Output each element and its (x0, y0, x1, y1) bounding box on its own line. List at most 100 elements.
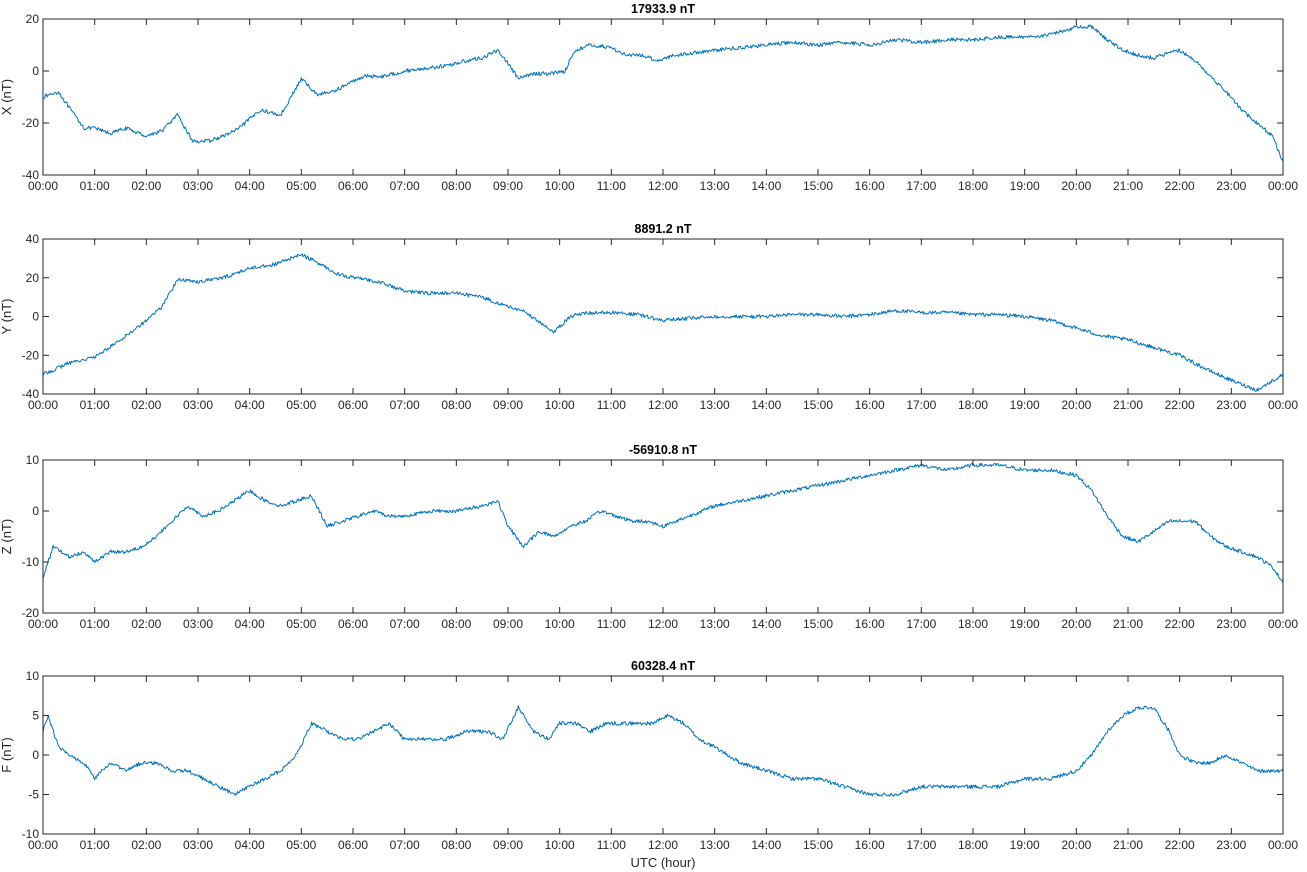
x-tick-label: 04:00 (235, 617, 265, 631)
panel-title: 17933.9 nT (631, 2, 695, 16)
x-tick-label: 06:00 (338, 838, 368, 852)
x-tick-label: 22:00 (1165, 398, 1195, 412)
x-tick-label: 16:00 (855, 398, 885, 412)
x-tick-label: 10:00 (545, 838, 575, 852)
x-tick-label: 17:00 (906, 617, 936, 631)
y-tick-label: 20 (26, 12, 40, 26)
panel-z: -56910.8 nT 00:00 01:00 02:00 03:00 04:00 05:0… (0, 443, 1298, 631)
x-tick-label: 20:00 (1061, 617, 1091, 631)
x-tick-label: 15:00 (803, 838, 833, 852)
x-tick-label: 14:00 (751, 179, 781, 193)
panel-title: 60328.4 nT (631, 659, 695, 673)
x-tick-label: 00:00 (1268, 838, 1298, 852)
x-tick-label: 18:00 (958, 179, 988, 193)
x-tick-label: 03:00 (183, 398, 213, 412)
axes-box (42, 459, 1284, 614)
x-tick-label: 13:00 (700, 617, 730, 631)
series-line (43, 24, 1283, 163)
panel-f: 60328.4 nT 00:00 01:00 02:00 03:00 04:00 05:00… (0, 659, 1298, 870)
x-tick-label: 12:00 (648, 838, 678, 852)
x-tick-label: 10:00 (545, 179, 575, 193)
x-tick-label: 07:00 (390, 617, 420, 631)
x-tick-label: 03:00 (183, 838, 213, 852)
x-tick-label: 21:00 (1113, 838, 1143, 852)
x-tick-label: 07:00 (390, 398, 420, 412)
x-tick-label: 18:00 (958, 617, 988, 631)
x-tick-label: 09:00 (493, 617, 523, 631)
x-tick-label: 02:00 (131, 838, 161, 852)
panel-title: -56910.8 nT (629, 443, 697, 457)
x-tick-label: 20:00 (1061, 398, 1091, 412)
x-tick-label: 10:00 (545, 617, 575, 631)
x-tick-label: 16:00 (855, 617, 885, 631)
x-tick-label: 04:00 (235, 838, 265, 852)
x-tick-label: 22:00 (1165, 838, 1195, 852)
y-axis-label: Y (nT) (0, 299, 14, 335)
x-tick-label: 13:00 (700, 398, 730, 412)
y-tick-label: 0 (32, 504, 39, 518)
x-tick-label: 13:00 (700, 179, 730, 193)
x-tick-label: 22:00 (1165, 617, 1195, 631)
x-tick-label: 03:00 (183, 617, 213, 631)
x-tick-label: 21:00 (1113, 179, 1143, 193)
x-tick-label: 17:00 (906, 179, 936, 193)
axes-box (42, 18, 1284, 176)
x-tick-label: 15:00 (803, 398, 833, 412)
x-tick-label: 00:00 (1268, 398, 1298, 412)
panel-y: 8891.2 nT 00:00 01:00 02:00 03:00 04:00 05:00 0… (0, 222, 1298, 412)
x-tick-label: 05:00 (286, 398, 316, 412)
x-tick-label: 01:00 (80, 617, 110, 631)
x-tick-label: 08:00 (441, 398, 471, 412)
x-tick-label: 23:00 (1216, 179, 1246, 193)
x-tick-label: 23:00 (1216, 838, 1246, 852)
y-tick-label: -20 (22, 606, 40, 620)
x-tick-label: 06:00 (338, 617, 368, 631)
x-tick-label: 06:00 (338, 398, 368, 412)
x-tick-label: 02:00 (131, 179, 161, 193)
x-tick-label: 21:00 (1113, 398, 1143, 412)
y-tick-label: 10 (26, 669, 40, 683)
x-tick-label: 01:00 (80, 398, 110, 412)
x-tick-label: 12:00 (648, 398, 678, 412)
x-tick-label: 05:00 (286, 838, 316, 852)
x-tick-label: 07:00 (390, 838, 420, 852)
x-tick-label: 19:00 (1010, 398, 1040, 412)
y-axis-label: F (nT) (0, 737, 14, 772)
y-tick-label: 0 (32, 64, 39, 78)
x-tick-label: 00:00 (28, 617, 58, 631)
x-tick-label: 02:00 (131, 398, 161, 412)
series-line (43, 253, 1283, 392)
panel-title: 8891.2 nT (635, 222, 692, 236)
y-tick-label: 20 (26, 271, 40, 285)
x-tick-label: 11:00 (597, 617, 626, 631)
x-tick-label: 05:00 (286, 179, 316, 193)
x-tick-label: 15:00 (803, 617, 833, 631)
x-tick-label: 01:00 (80, 179, 110, 193)
x-tick-label: 04:00 (235, 179, 265, 193)
x-tick-label: 02:00 (131, 617, 161, 631)
x-tick-label: 00:00 (28, 179, 58, 193)
x-tick-label: 15:00 (803, 179, 833, 193)
y-tick-label: 10 (26, 453, 40, 467)
x-tick-label: 11:00 (597, 179, 626, 193)
y-tick-label: 0 (32, 748, 39, 762)
x-tick-label: 21:00 (1113, 617, 1143, 631)
y-tick-label: 0 (32, 310, 39, 324)
x-tick-label: 19:00 (1010, 617, 1040, 631)
x-tick-label: 09:00 (493, 179, 523, 193)
y-tick-label: -40 (22, 168, 40, 182)
x-tick-label: 16:00 (855, 838, 885, 852)
x-tick-label: 22:00 (1165, 179, 1195, 193)
x-tick-label: 23:00 (1216, 617, 1246, 631)
x-tick-label: 00:00 (1268, 179, 1298, 193)
x-tick-label: 23:00 (1216, 398, 1246, 412)
x-tick-label: 08:00 (441, 617, 471, 631)
y-tick-label: 40 (26, 232, 40, 246)
x-tick-label: 14:00 (751, 398, 781, 412)
x-tick-label: 11:00 (597, 838, 626, 852)
x-tick-label: 01:00 (80, 838, 110, 852)
x-tick-label: 09:00 (493, 398, 523, 412)
x-tick-label: 12:00 (648, 617, 678, 631)
x-tick-label: 18:00 (958, 838, 988, 852)
